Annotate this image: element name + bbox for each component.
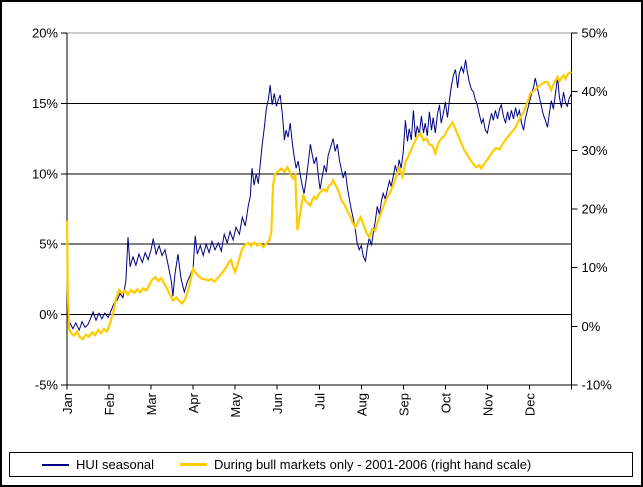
x-axis-month-label: Jun	[270, 393, 285, 414]
x-axis-month-label: Mar	[144, 392, 159, 415]
series-line-bull-markets	[65, 70, 573, 341]
left-axis-tick-label: 10%	[32, 166, 58, 181]
hui-seasonal-line-swatch	[42, 463, 69, 466]
x-axis-month-label: Aug	[354, 393, 369, 416]
right-axis-tick-label: 40%	[582, 84, 608, 99]
left-axis-tick-label: 5%	[39, 237, 58, 252]
x-axis-month-label: Sep	[396, 393, 411, 416]
left-axis-tick-label: -5%	[35, 378, 59, 393]
x-axis-month-label: Dec	[522, 393, 537, 417]
legend: HUI seasonal During bull markets only - …	[9, 452, 633, 477]
left-axis-tick-label: 20%	[32, 26, 58, 41]
right-axis-tick-label: 30%	[582, 143, 608, 158]
x-axis-month-label: Apr	[186, 392, 201, 413]
x-axis-month-label: Jan	[60, 393, 75, 414]
left-axis-tick-label: 15%	[32, 96, 58, 111]
series-line-hui-seasonal	[66, 59, 572, 332]
x-axis-month-label: Oct	[438, 393, 453, 414]
x-axis-month-label: Jul	[312, 393, 327, 410]
right-axis-tick-label: 0%	[582, 319, 601, 334]
x-axis-month-label: Nov	[480, 393, 495, 417]
x-axis-month-label: Feb	[102, 393, 117, 415]
legend-item-hui-seasonal: HUI seasonal	[42, 457, 154, 472]
left-axis-tick-label: 0%	[39, 307, 58, 322]
bull-markets-line-swatch	[180, 463, 208, 466]
x-axis-month-label: May	[228, 393, 243, 418]
legend-label-hui-seasonal: HUI seasonal	[76, 457, 155, 472]
right-axis-tick-label: 20%	[582, 202, 608, 217]
right-axis-tick-label: 10%	[582, 260, 608, 275]
right-axis-tick-label: -10%	[582, 378, 613, 393]
legend-label-bull-markets: During bull markets only - 2001-2006 (ri…	[214, 457, 532, 472]
legend-item-bull-markets: During bull markets only - 2001-2006 (ri…	[180, 457, 531, 472]
right-axis-tick-label: 50%	[582, 26, 608, 41]
